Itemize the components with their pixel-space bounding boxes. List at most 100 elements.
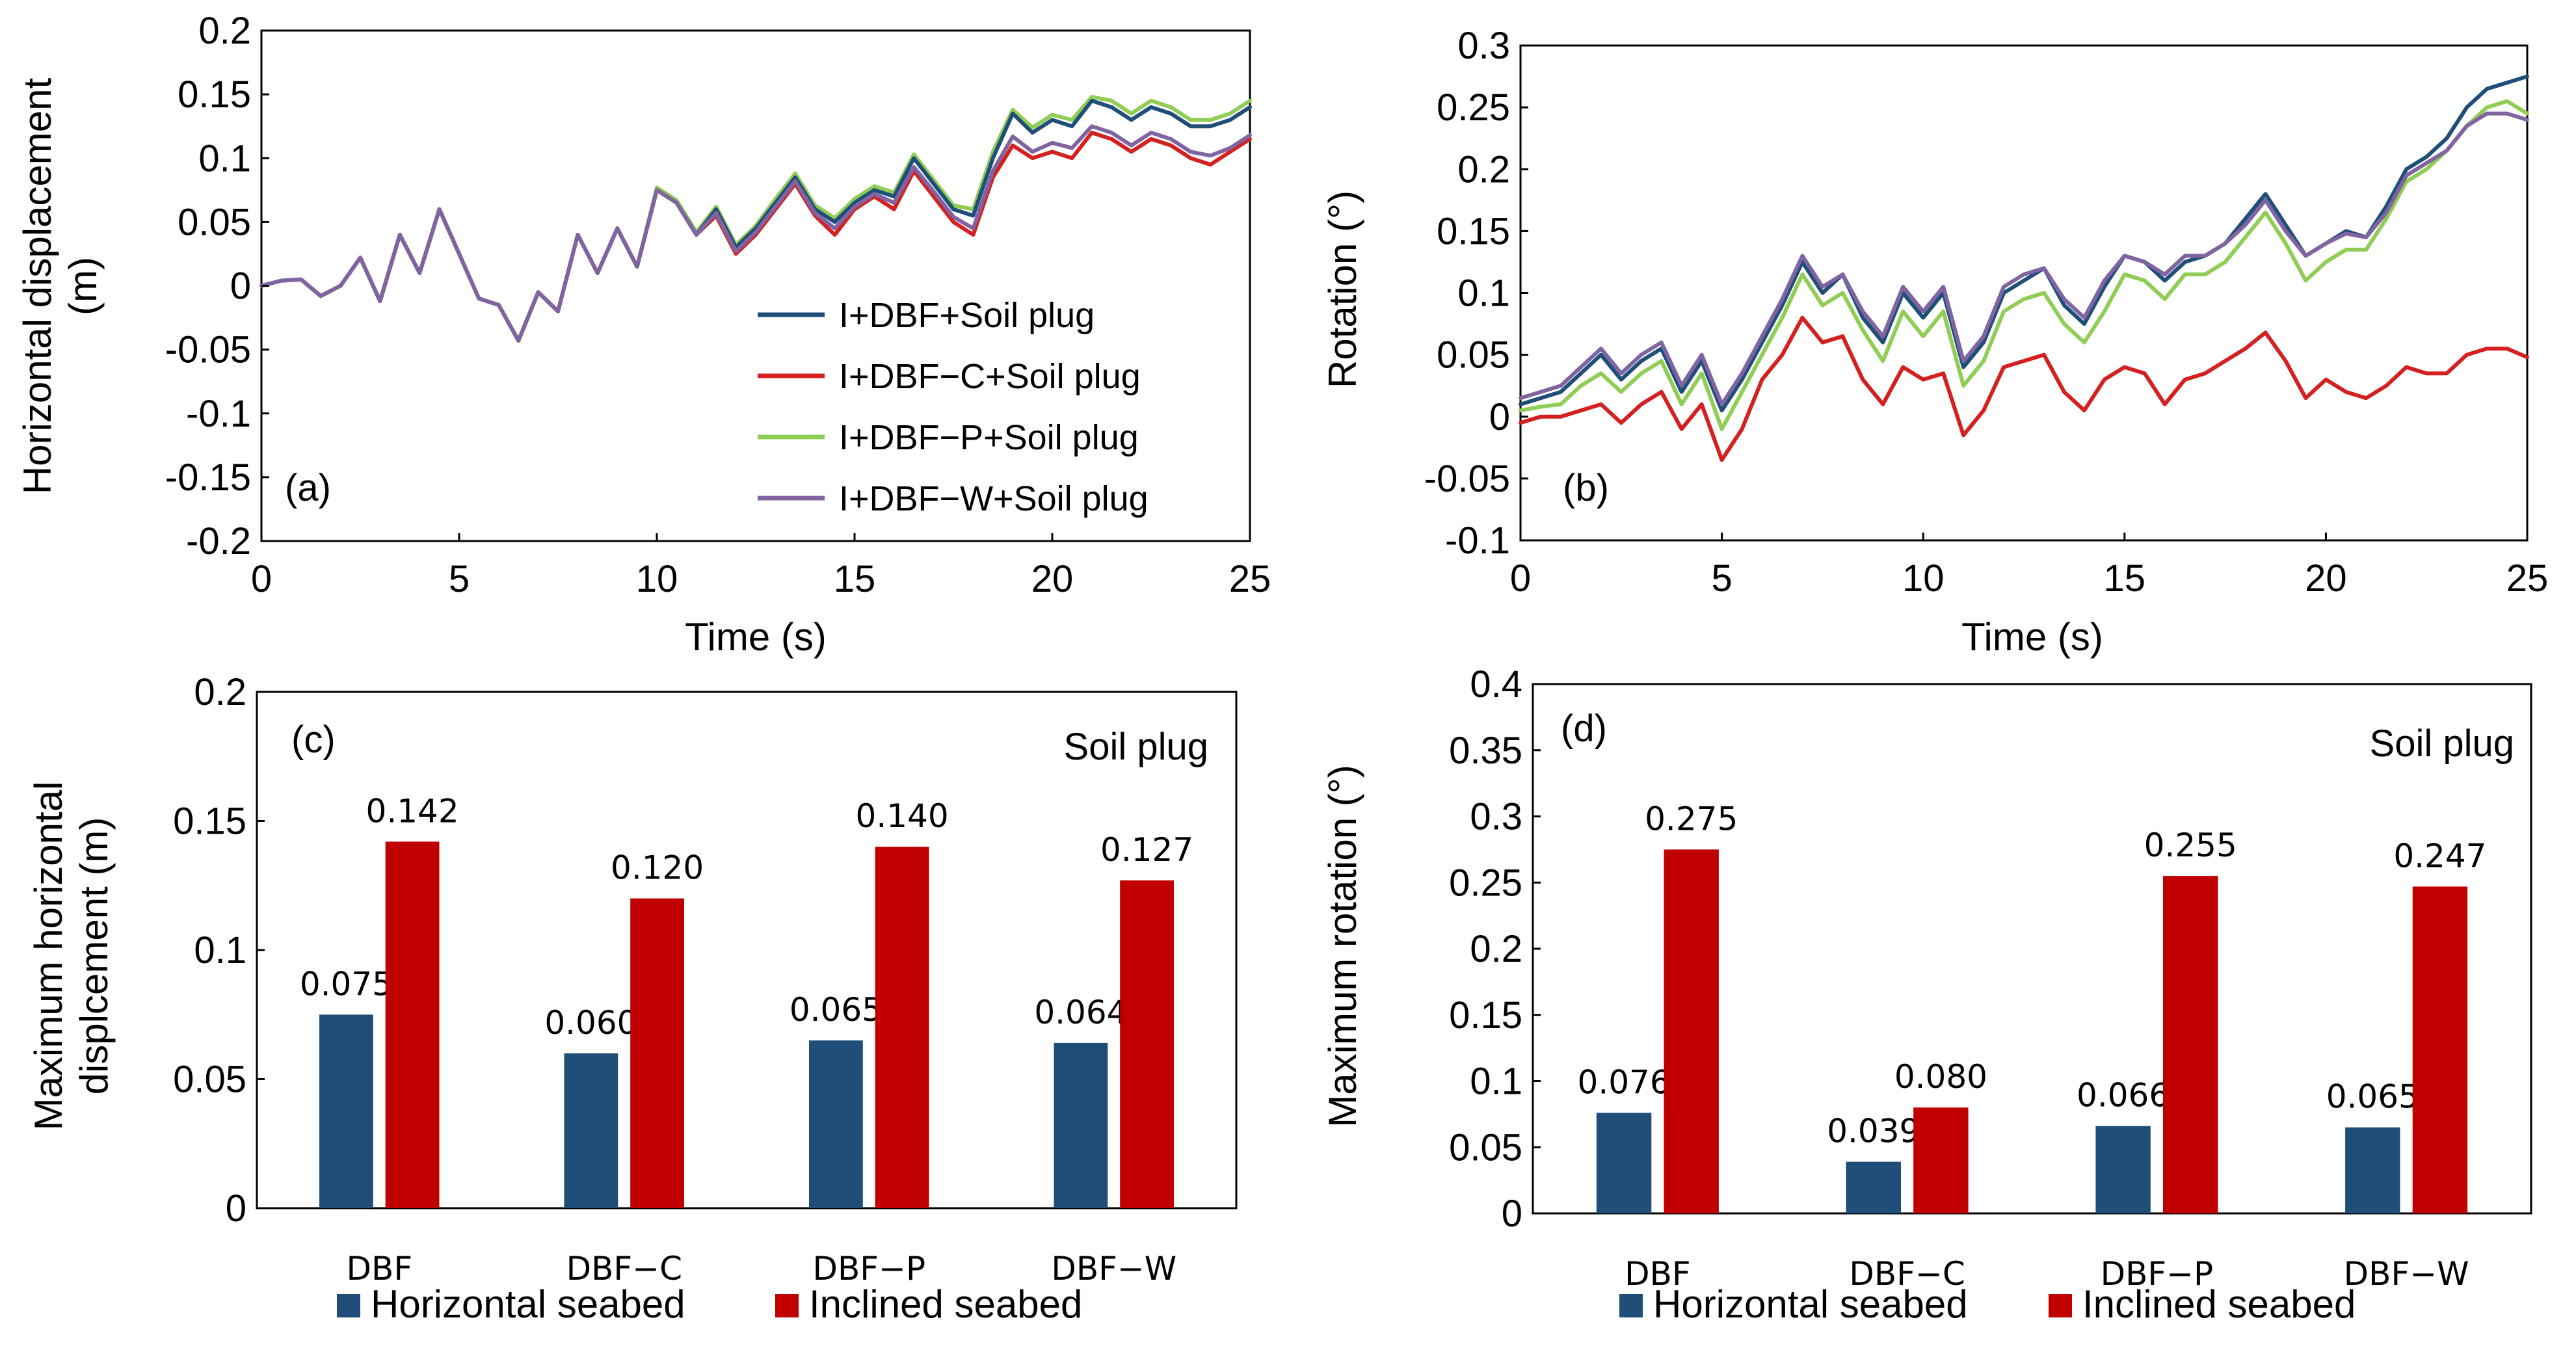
panel-a-y-ticks: -0.2 -0.15 -0.1 -0.05 0 0.05 0.1 0.15 0.2 bbox=[165, 10, 269, 562]
panel-d-max-rotation: 0.076 0.275 0.039 0.080 0.066 0.255 0.065 0.247… bbox=[1321, 663, 2532, 1326]
panel-c-bar-horizontal bbox=[319, 1014, 373, 1209]
panel-c-y-ticks: 0 0.05 0.1 0.15 0.2 bbox=[173, 671, 265, 1230]
panel-b-y-tick-label: 0 bbox=[1489, 396, 1510, 438]
panel-c-bar-value-label: 0.127 bbox=[1100, 831, 1193, 869]
panel-c-y-tick-label: 0 bbox=[226, 1187, 246, 1230]
panel-b-y-tick-label: 0.25 bbox=[1437, 86, 1510, 129]
panel-d-legend: Horizontal seabed Inclined seabed bbox=[1619, 1282, 2356, 1326]
panel-a-x-tick-label: 15 bbox=[834, 558, 876, 600]
panel-c-bar-horizontal bbox=[564, 1053, 618, 1208]
panel-d-bar-value-label: 0.247 bbox=[2393, 837, 2486, 875]
panel-b-series-dbf-c bbox=[1519, 315, 2529, 462]
panel-d-y-axis-title: Maximum rotation (°) bbox=[1321, 765, 1364, 1127]
panel-b-y-tick-label: 0.3 bbox=[1457, 25, 1510, 67]
panel-b-y-tick-label: 0.2 bbox=[1457, 148, 1510, 191]
panel-d-bar-value-label: 0.039 bbox=[1827, 1113, 1920, 1150]
panel-b-y-tick-label: -0.1 bbox=[1445, 520, 1510, 562]
panel-a-y-tick-label: -0.1 bbox=[186, 393, 251, 435]
panel-d-label: (d) bbox=[1561, 707, 1607, 750]
panel-c-category-label: DBF−W bbox=[1051, 1250, 1176, 1288]
panel-d-category-labels: DBF DBF−C DBF−P DBF−W bbox=[1625, 1255, 2469, 1293]
panel-c-bars: 0.075 0.142 0.060 0.120 0.065 0.140 0.064 0.127 bbox=[300, 792, 1193, 1209]
panel-c-bar-value-label: 0.142 bbox=[366, 792, 459, 830]
panel-d-bar-horizontal bbox=[2345, 1127, 2400, 1213]
panel-c-bar-inclined bbox=[875, 847, 929, 1208]
panel-d-y-tick-label: 0.25 bbox=[1449, 862, 1522, 904]
panel-d-annotation: Soil plug bbox=[2370, 722, 2514, 765]
panel-d-bars: 0.076 0.275 0.039 0.080 0.066 0.255 0.065 0.247 bbox=[1578, 800, 2486, 1213]
panel-a-x-tick-label: 5 bbox=[449, 558, 470, 600]
panel-d-bar-value-label: 0.066 bbox=[2077, 1077, 2170, 1115]
panel-d-bar-value-label: 0.065 bbox=[2326, 1078, 2419, 1116]
panel-d-bar-value-label: 0.080 bbox=[1894, 1058, 1987, 1096]
panel-d-y-tick-label: 0.1 bbox=[1470, 1061, 1522, 1103]
panel-a-series-dbf-w bbox=[259, 124, 1252, 343]
panel-c-bar-inclined bbox=[385, 841, 440, 1208]
panel-b-y-tick-label: -0.05 bbox=[1424, 458, 1510, 500]
legend-label-dbf-c: I+DBF−C+Soil plug bbox=[839, 357, 1141, 396]
panel-c-category-label: DBF−P bbox=[812, 1250, 925, 1288]
panel-d-legend-swatch-inclined bbox=[2049, 1294, 2072, 1317]
panel-b-lines bbox=[1519, 74, 2529, 462]
panel-d-category-label: DBF−W bbox=[2344, 1255, 2469, 1293]
panel-b-plot-frame bbox=[1519, 44, 2529, 542]
panel-a-y-tick-label: -0.05 bbox=[165, 329, 251, 371]
panel-d-bar-horizontal bbox=[1596, 1113, 1652, 1213]
panel-c-bar-horizontal bbox=[1054, 1042, 1108, 1208]
panel-a-x-axis-title: Time (s) bbox=[685, 615, 827, 659]
panel-d-bar-inclined bbox=[1664, 849, 1719, 1213]
panel-d-category-label: DBF−P bbox=[2101, 1255, 2214, 1293]
legend-label-dbf-w: I+DBF−W+Soil plug bbox=[839, 479, 1149, 518]
panel-c-legend: Horizontal seabed Inclined seabed bbox=[337, 1282, 1082, 1326]
panel-c-legend-swatch-horizontal bbox=[337, 1294, 360, 1317]
panel-c-y-axis-title-line1: Maximum horizontal bbox=[27, 782, 70, 1131]
panel-d-bar-value-label: 0.076 bbox=[1578, 1063, 1671, 1101]
panel-d-bar-inclined bbox=[1913, 1107, 1969, 1213]
panel-c-y-tick-label: 0.2 bbox=[194, 671, 246, 713]
panel-b-rotation: -0.1 -0.05 0 0.05 0.1 0.15 0.2 0.25 0.3 0 5 10 15 20… bbox=[1321, 25, 2548, 659]
panel-a-y-tick-label: 0.05 bbox=[178, 201, 251, 243]
panel-c-bar-value-label: 0.075 bbox=[300, 965, 393, 1003]
panel-c-y-axis-title-line2: displcement (m) bbox=[72, 817, 116, 1095]
panel-a-y-tick-label: 0.1 bbox=[198, 137, 251, 179]
panel-b-x-tick-label: 15 bbox=[2104, 557, 2146, 600]
panel-b-x-tick-label: 25 bbox=[2506, 557, 2549, 600]
panel-c-category-label: DBF bbox=[347, 1250, 413, 1288]
panel-a-y-tick-label: 0.15 bbox=[178, 73, 251, 116]
panel-c-y-tick-label: 0.15 bbox=[173, 800, 246, 843]
panel-a-series-dbf-p bbox=[259, 95, 1252, 343]
panel-b-y-tick-label: 0.1 bbox=[1457, 272, 1510, 315]
panel-b-x-tick-label: 10 bbox=[1902, 557, 1945, 600]
panel-d-y-tick-label: 0.2 bbox=[1470, 928, 1522, 970]
panel-d-y-tick-label: 0.4 bbox=[1470, 663, 1522, 706]
panel-d-y-ticks: 0 0.05 0.1 0.15 0.2 0.25 0.3 0.35 0.4 bbox=[1449, 663, 1541, 1235]
panel-a-y-axis-title-line2: (m) bbox=[61, 257, 105, 315]
panel-a-plot-frame bbox=[260, 29, 1251, 542]
panel-d-bar-value-label: 0.255 bbox=[2144, 826, 2237, 864]
panel-c-max-horizontal-displacement: 0.075 0.142 0.060 0.120 0.065 0.140 0.064 0.127… bbox=[27, 671, 1238, 1326]
panel-b-series-dbf-w bbox=[1519, 111, 2529, 406]
panel-a-lines bbox=[259, 95, 1252, 343]
legend-label-dbf-p: I+DBF−P+Soil plug bbox=[839, 418, 1139, 457]
panel-a-frame bbox=[260, 29, 1251, 542]
panel-d-bar-inclined bbox=[2163, 876, 2218, 1213]
panel-d-legend-swatch-horizontal bbox=[1619, 1294, 1643, 1317]
panel-b-y-tick-label: 0.05 bbox=[1437, 334, 1510, 377]
panel-c-bar-value-label: 0.120 bbox=[611, 849, 704, 887]
panel-b-x-tick-label: 0 bbox=[1510, 557, 1531, 600]
panel-a-y-tick-label: -0.2 bbox=[186, 520, 251, 562]
panel-a-horizontal-displacement: -0.2 -0.15 -0.1 -0.05 0 0.05 0.1 0.15 0.2 0 5 10 15… bbox=[16, 10, 1271, 659]
panel-a-y-tick-label: 0.2 bbox=[198, 10, 251, 52]
panel-c-bar-value-label: 0.060 bbox=[544, 1004, 637, 1042]
panel-b-x-tick-label: 20 bbox=[2305, 557, 2347, 600]
panel-a-label: (a) bbox=[285, 467, 331, 509]
panel-c-label: (c) bbox=[291, 719, 336, 761]
panel-d-category-label: DBF−C bbox=[1849, 1255, 1965, 1293]
panel-a-x-ticks: 0 5 10 15 20 25 bbox=[251, 533, 1271, 600]
panel-a-y-tick-label: 0 bbox=[230, 265, 251, 308]
panel-c-bar-value-label: 0.140 bbox=[856, 797, 949, 835]
panel-b-y-tick-label: 0.15 bbox=[1437, 210, 1510, 252]
panel-b-y-ticks: -0.1 -0.05 0 0.05 0.1 0.15 0.2 0.25 0.3 bbox=[1424, 25, 1528, 562]
panel-b-x-axis-title: Time (s) bbox=[1961, 615, 2103, 659]
